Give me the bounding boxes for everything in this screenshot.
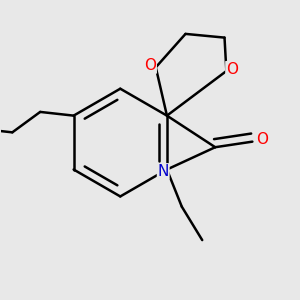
Text: O: O [144, 58, 156, 73]
Text: O: O [256, 132, 268, 147]
Text: O: O [226, 62, 238, 77]
Text: N: N [158, 164, 169, 179]
